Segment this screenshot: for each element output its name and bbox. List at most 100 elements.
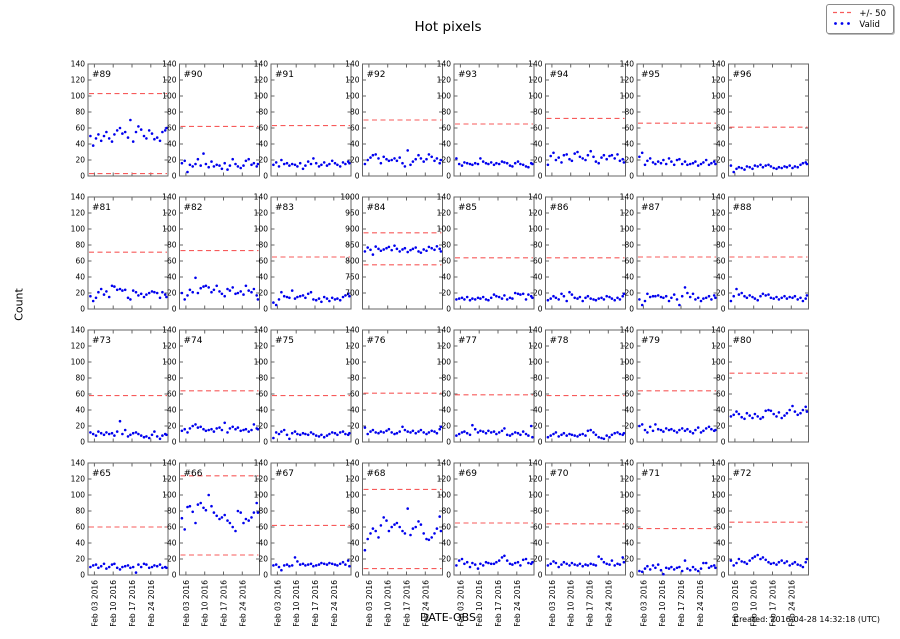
y-tick-label: 140 xyxy=(620,326,635,335)
y-tick-label: 20 xyxy=(167,422,177,431)
y-tick-label: 80 xyxy=(716,241,726,250)
y-tick-label: 40 xyxy=(441,406,451,415)
valid-points xyxy=(546,149,626,167)
y-tick-label: 0 xyxy=(172,438,177,447)
axes-box xyxy=(545,196,626,310)
x-tick-label: Feb 17 2016 xyxy=(128,580,137,627)
subplot-69: 0 20 40 60 80 100 120 140 Feb 03 2016 Feb 10 2016… xyxy=(437,459,535,627)
subplot-77: 0 20 40 60 80 100 120 140 #77 xyxy=(437,326,535,447)
y-tick-label: 80 xyxy=(75,374,85,383)
y-tick-label: 120 xyxy=(71,76,86,85)
panel-id-label: #77 xyxy=(458,336,477,346)
y-tick-label: 60 xyxy=(533,390,543,399)
axes-box xyxy=(728,196,809,310)
y-tick-label: 20 xyxy=(75,289,85,298)
y-tick-label: 120 xyxy=(254,76,269,85)
axes-box xyxy=(362,63,443,177)
y-tick-label: 100 xyxy=(254,491,269,500)
y-tick-label: 80 xyxy=(533,374,543,383)
y-tick-label: 60 xyxy=(258,523,268,532)
y-tick-label: 0 xyxy=(80,172,85,181)
y-tick-label: 40 xyxy=(167,539,177,548)
y-tick-label: 140 xyxy=(254,326,269,335)
y-tick-label: 0 xyxy=(80,438,85,447)
y-tick-label: 60 xyxy=(350,523,360,532)
subplot-71: 0 20 40 60 80 100 120 140 Feb 03 2016 Feb 10 2016… xyxy=(620,459,718,627)
y-tick-label: 750 xyxy=(345,273,360,282)
y-tick-label: 100 xyxy=(254,225,269,234)
y-tick-label: 100 xyxy=(620,225,635,234)
y-tick-label: 140 xyxy=(528,60,543,69)
subplot-85: 0 20 40 60 80 100 120 140 #85 xyxy=(437,193,535,314)
subplot-89: 0 20 40 60 80 100 120 140 #89 xyxy=(71,60,169,181)
y-tick-label: 20 xyxy=(716,156,726,165)
panel-id-label: #66 xyxy=(184,469,203,479)
subplot-72: 0 20 40 60 80 100 120 140 Feb 03 2016 Feb 10 2016… xyxy=(711,459,809,627)
valid-points xyxy=(272,289,351,307)
y-tick-label: 20 xyxy=(441,555,451,564)
y-tick-label: 80 xyxy=(533,241,543,250)
y-tick-label: 100 xyxy=(711,358,726,367)
y-tick-label: 140 xyxy=(620,459,635,468)
valid-points xyxy=(89,562,168,574)
x-tick-label: Feb 24 2016 xyxy=(330,580,339,627)
legend-label-valid: Valid xyxy=(859,19,880,30)
y-tick-label: 120 xyxy=(254,475,269,484)
y-tick-label: 60 xyxy=(167,390,177,399)
y-tick-label: 140 xyxy=(528,193,543,202)
valid-points xyxy=(729,404,809,421)
panel-id-label: #93 xyxy=(458,70,477,80)
y-tick-label: 60 xyxy=(441,523,451,532)
y-tick-label: 120 xyxy=(162,76,177,85)
y-tick-label: 20 xyxy=(75,156,85,165)
x-tick-label: Feb 03 2016 xyxy=(182,580,191,627)
valid-points xyxy=(455,423,534,439)
y-tick-label: 60 xyxy=(75,257,85,266)
y-tick-label: 0 xyxy=(446,438,451,447)
y-tick-label: 100 xyxy=(162,225,177,234)
y-tick-label: 20 xyxy=(350,156,360,165)
legend-label-ref: +/- 50 xyxy=(859,8,886,19)
panel-id-label: #68 xyxy=(367,469,386,479)
y-tick-label: 100 xyxy=(528,92,543,101)
valid-points xyxy=(455,554,534,570)
x-tick-label: Feb 03 2016 xyxy=(639,580,648,627)
y-tick-label: 140 xyxy=(71,459,86,468)
y-tick-label: 140 xyxy=(254,459,269,468)
y-tick-label: 80 xyxy=(167,108,177,117)
axes-box xyxy=(453,462,535,576)
y-tick-label: 140 xyxy=(711,60,726,69)
y-tick-label: 950 xyxy=(345,209,360,218)
panel-id-label: #75 xyxy=(275,336,294,346)
x-tick-label: Feb 17 2016 xyxy=(769,580,778,627)
valid-points xyxy=(180,152,260,174)
axes-box xyxy=(636,196,718,310)
legend: +/- 50 Valid xyxy=(826,4,894,34)
panel-id-label: #80 xyxy=(733,336,752,346)
valid-points xyxy=(546,555,626,569)
valid-points xyxy=(180,493,260,533)
y-tick-label: 20 xyxy=(167,289,177,298)
y-tick-label: 60 xyxy=(533,124,543,133)
subplot-78: 0 20 40 60 80 100 120 140 #78 xyxy=(528,326,626,447)
y-tick-label: 100 xyxy=(71,92,86,101)
valid-points xyxy=(638,286,717,307)
axes-box xyxy=(728,329,809,443)
y-tick-label: 60 xyxy=(350,390,360,399)
chart-title: Hot pixels xyxy=(414,19,482,35)
valid-points xyxy=(363,425,443,436)
valid-points xyxy=(729,161,809,174)
y-tick-label: 20 xyxy=(350,555,360,564)
x-tick-label: Feb 17 2016 xyxy=(677,580,686,627)
y-tick-label: 100 xyxy=(711,225,726,234)
x-tick-label: Feb 10 2016 xyxy=(750,580,759,627)
y-tick-label: 40 xyxy=(258,406,268,415)
y-tick-label: 40 xyxy=(624,273,634,282)
y-tick-label: 100 xyxy=(528,491,543,500)
y-tick-label: 40 xyxy=(533,273,543,282)
valid-points xyxy=(729,553,809,569)
y-tick-label: 60 xyxy=(624,390,634,399)
panel-id-label: #91 xyxy=(275,70,294,80)
panel-id-label: #79 xyxy=(641,336,660,346)
x-tick-label: Feb 10 2016 xyxy=(109,580,118,627)
